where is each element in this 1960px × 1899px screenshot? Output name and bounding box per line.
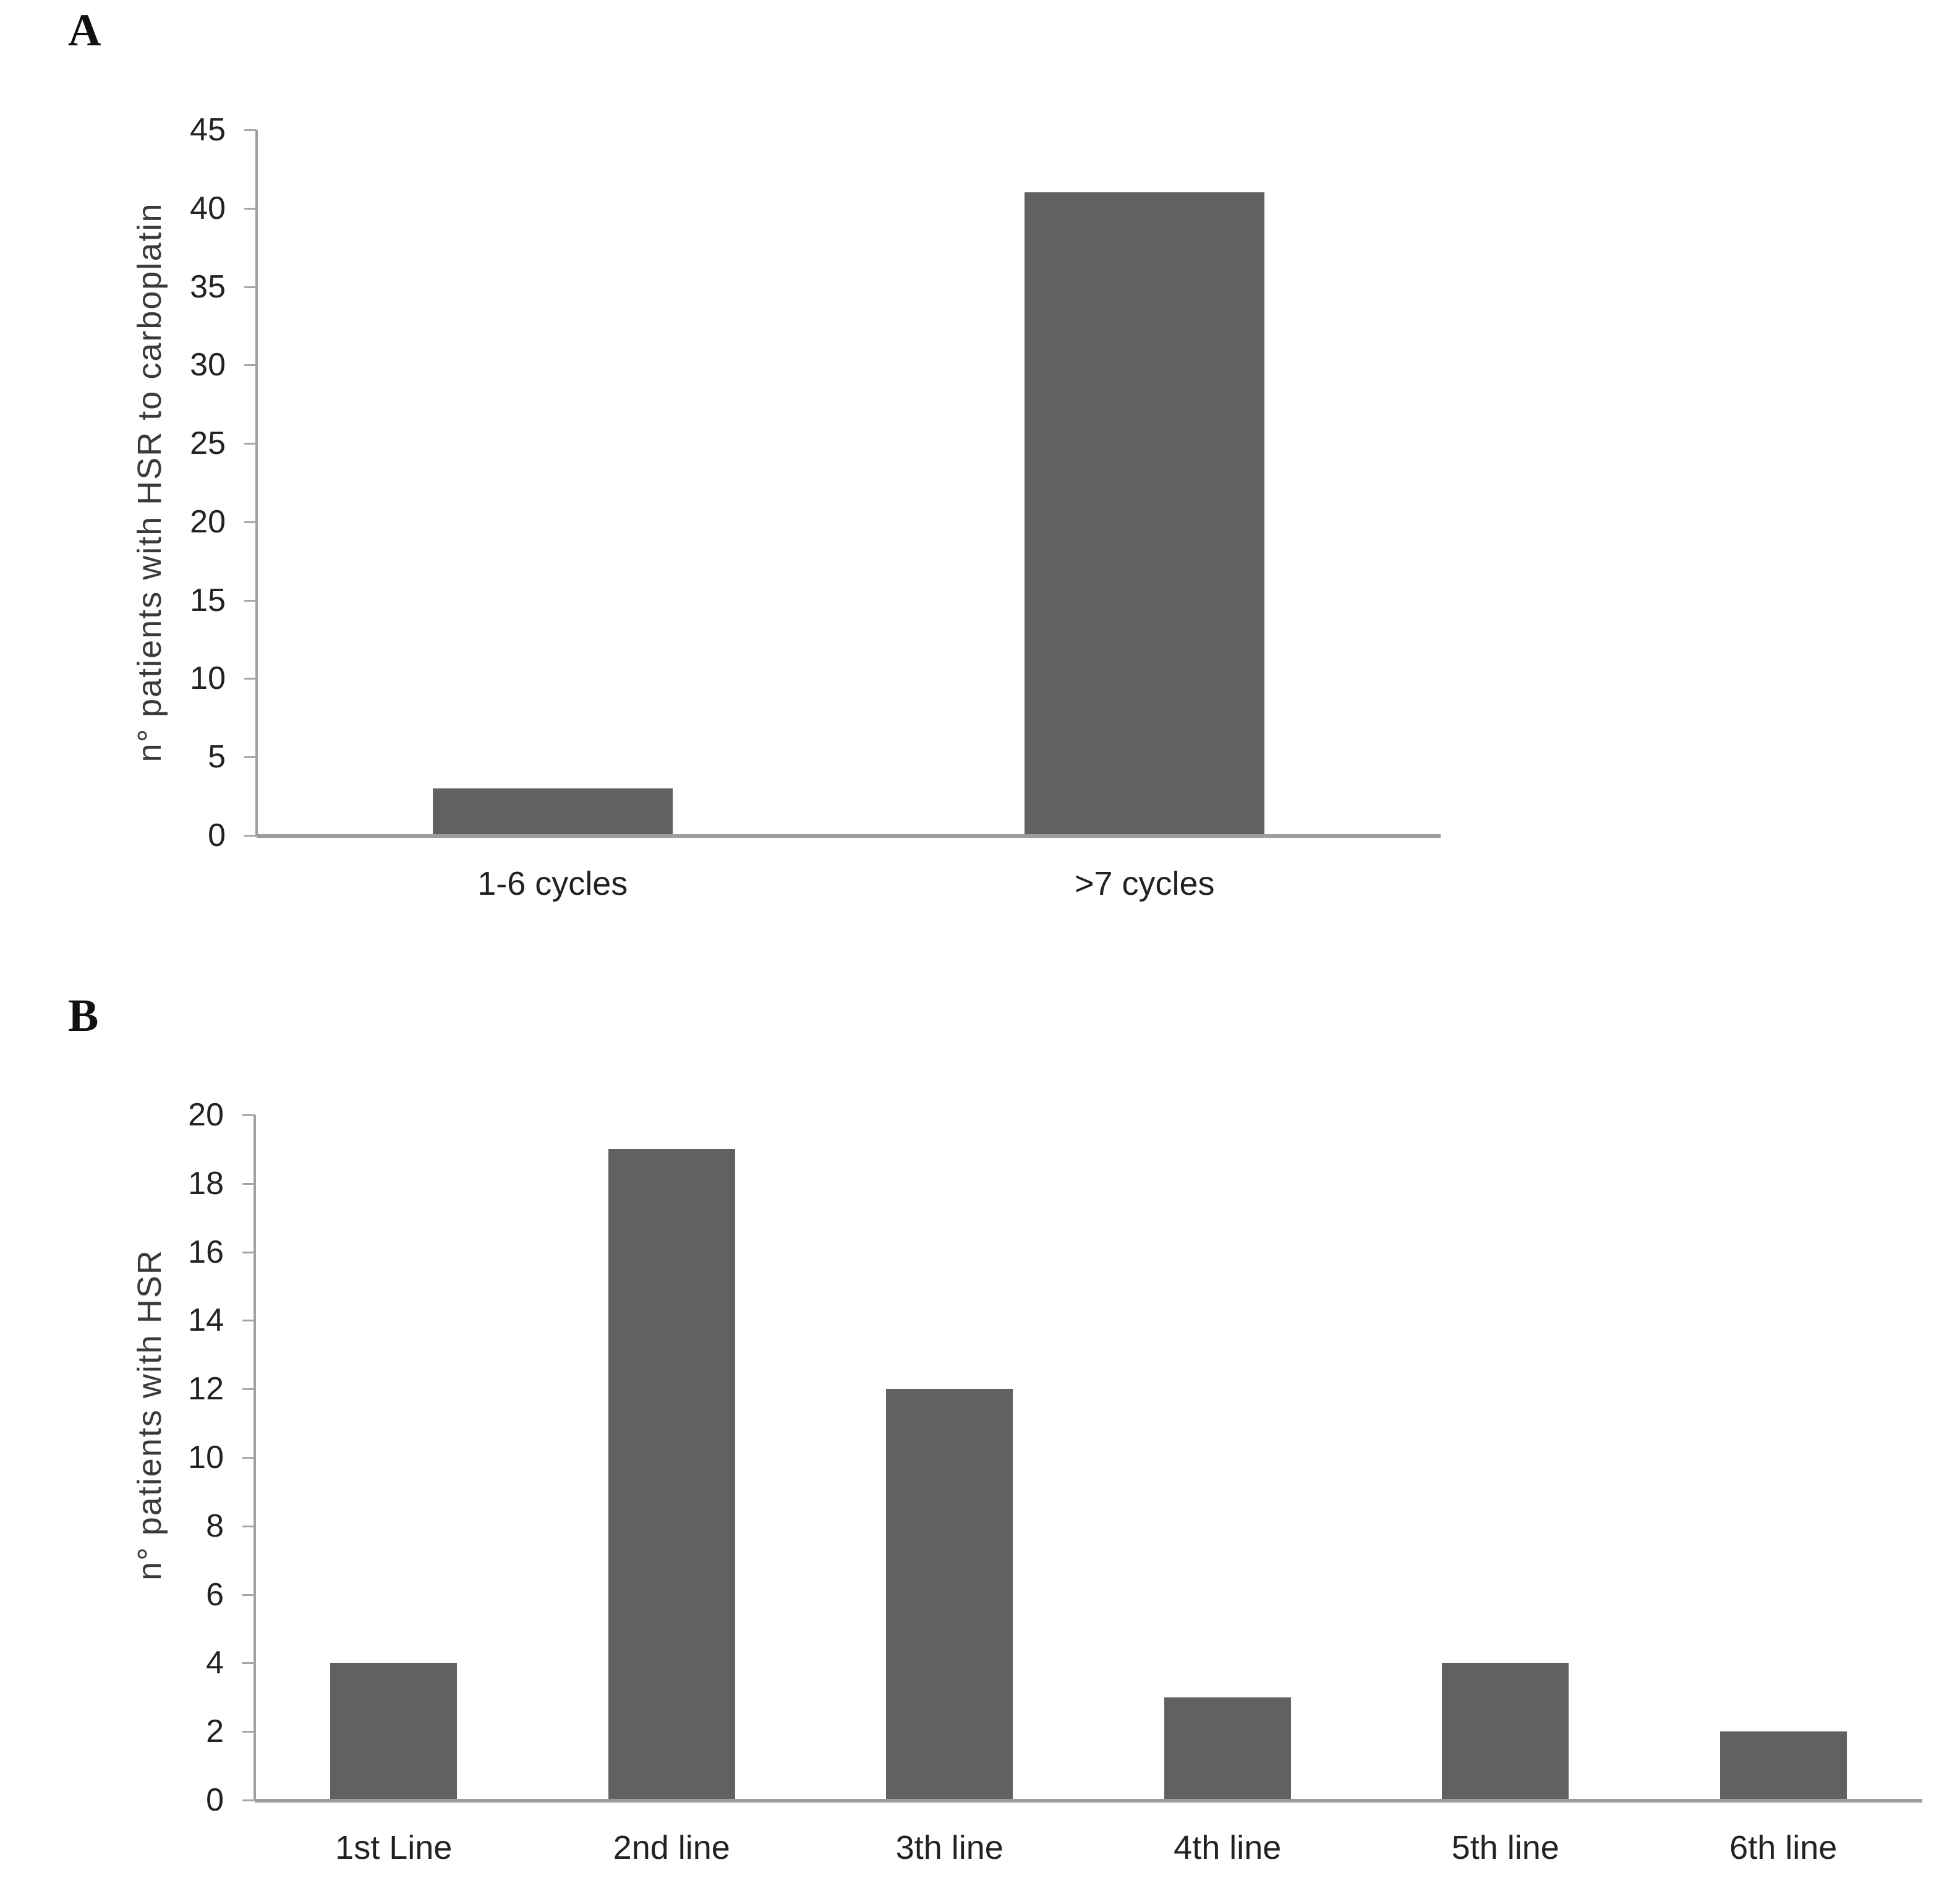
y-tick-mark (244, 443, 257, 445)
x-category-label: 1-6 cycles (477, 865, 628, 902)
bar-3th-line (886, 1389, 1013, 1800)
x-category-label: 3th line (895, 1829, 1003, 1866)
y-tick-label: 10 (190, 660, 226, 697)
x-category-label: 2nd line (613, 1829, 730, 1866)
panel-b-letter: B (68, 991, 99, 1041)
y-tick-label: 6 (206, 1576, 224, 1613)
y-tick-label: 12 (188, 1371, 224, 1407)
bar-6th-line (1719, 1731, 1847, 1800)
y-tick-label: 40 (190, 190, 226, 226)
x-axis-line (257, 834, 1441, 838)
panel-a-letter: A (68, 5, 101, 56)
y-tick-mark (242, 1388, 255, 1391)
y-tick-label: 20 (190, 503, 226, 540)
y-tick-label: 4 (206, 1645, 224, 1681)
y-tick-label: 35 (190, 268, 226, 305)
y-tick-label: 0 (208, 817, 226, 853)
y-tick-label: 16 (188, 1234, 224, 1270)
y-tick-mark (244, 521, 257, 523)
x-axis-line (255, 1799, 1922, 1803)
y-tick-mark (242, 1320, 255, 1322)
y-tick-mark (244, 678, 257, 680)
bar-1-6-cycles (432, 788, 673, 835)
y-tick-mark (244, 364, 257, 367)
x-category-label: 4th line (1174, 1829, 1282, 1866)
bar--7-cycles (1025, 192, 1265, 835)
y-tick-label: 45 (190, 112, 226, 148)
y-tick-label: 14 (188, 1302, 224, 1339)
y-tick-label: 2 (206, 1713, 224, 1750)
y-tick-mark (242, 1525, 255, 1527)
y-tick-label: 30 (190, 347, 226, 383)
y-tick-mark (242, 1594, 255, 1596)
y-tick-mark (244, 286, 257, 288)
y-tick-mark (242, 1799, 255, 1801)
y-tick-mark (242, 1457, 255, 1459)
x-category-label: >7 cycles (1074, 865, 1215, 902)
x-category-label: 1st Line (335, 1829, 453, 1866)
y-axis-line (254, 1115, 256, 1800)
y-tick-label: 0 (206, 1782, 224, 1818)
y-tick-label: 10 (188, 1440, 224, 1475)
y-tick-label: 18 (188, 1165, 224, 1201)
y-tick-label: 5 (208, 739, 226, 775)
y-tick-mark (242, 1662, 255, 1665)
x-category-label: 6th line (1729, 1829, 1838, 1866)
y-tick-mark (244, 756, 257, 759)
bar-4th-line (1164, 1697, 1291, 1800)
y-tick-mark (244, 599, 257, 602)
y-tick-mark (244, 129, 257, 131)
y-tick-mark (242, 1114, 255, 1116)
y-tick-label: 15 (190, 582, 226, 618)
bar-1st-line (330, 1663, 458, 1800)
y-tick-mark (242, 1182, 255, 1185)
bar-5th-line (1442, 1663, 1569, 1800)
y-tick-label: 20 (188, 1097, 224, 1133)
y-tick-mark (244, 835, 257, 837)
y-tick-mark (242, 1251, 255, 1253)
y-tick-label: 8 (206, 1508, 224, 1544)
bar-2nd-line (608, 1149, 735, 1800)
y-tick-label: 25 (190, 425, 226, 462)
x-category-label: 5th line (1451, 1829, 1559, 1866)
y-tick-mark (244, 207, 257, 210)
y-axis-line (255, 130, 258, 835)
y-tick-mark (242, 1731, 255, 1733)
